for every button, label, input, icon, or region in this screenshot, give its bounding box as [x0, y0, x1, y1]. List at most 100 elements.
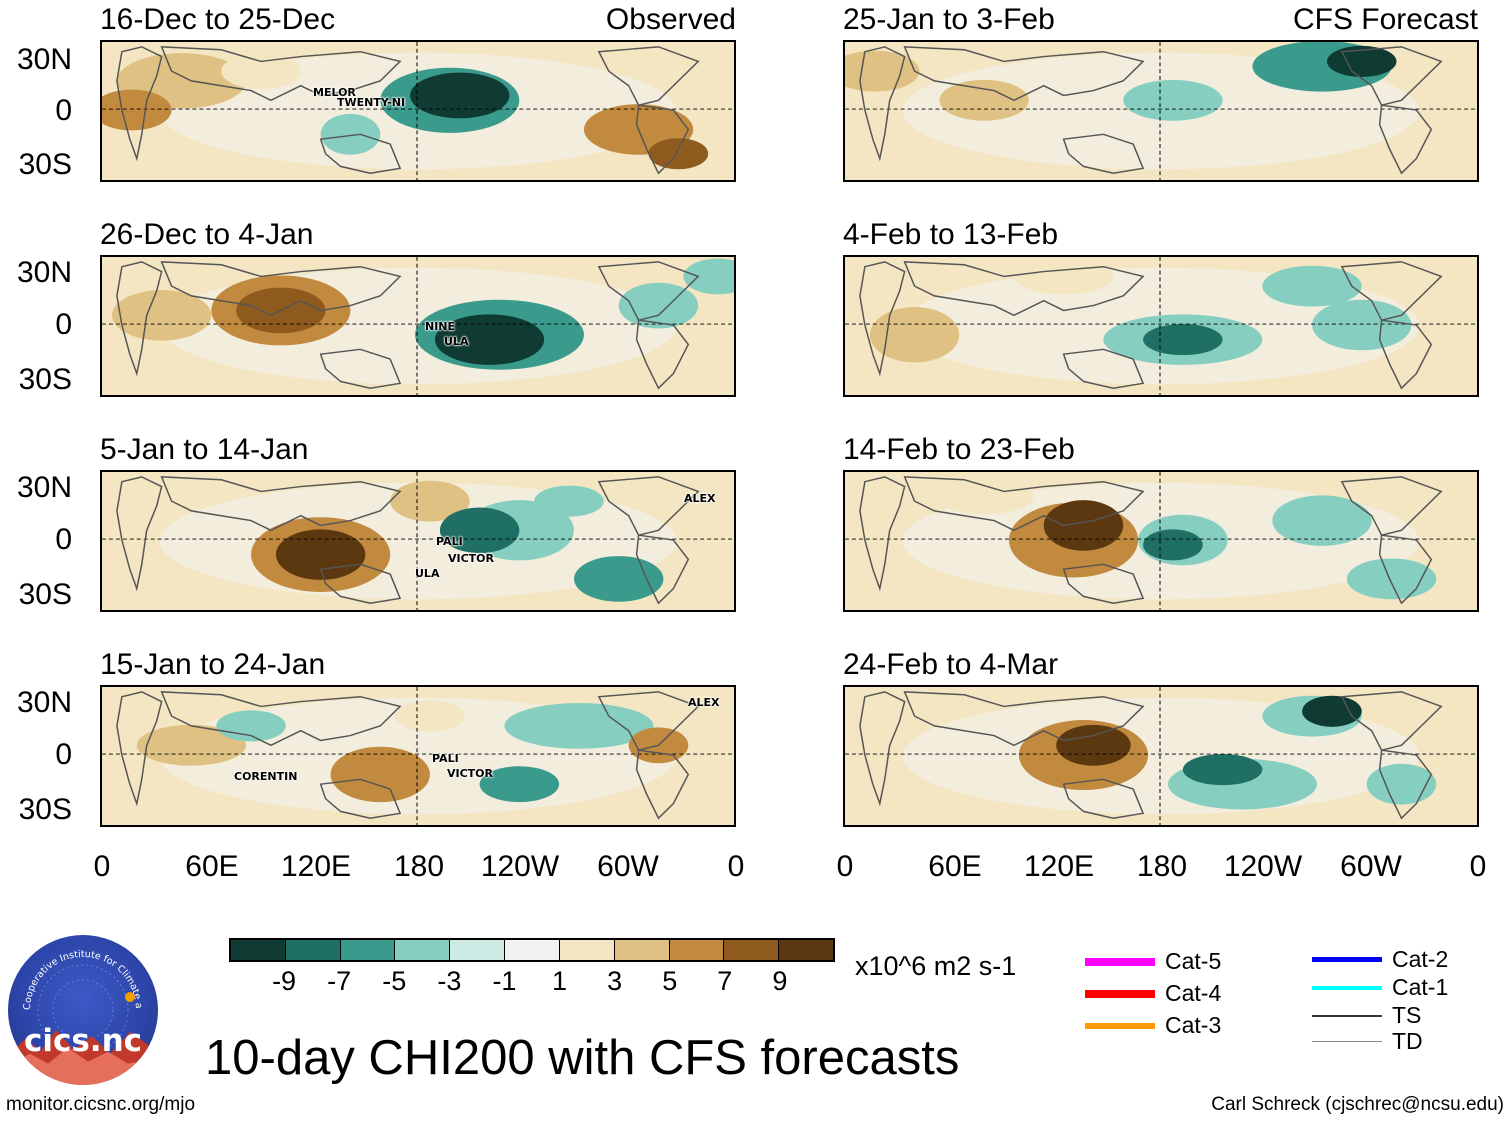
- xtick-60w: 60W: [597, 850, 659, 883]
- map-panel-2: [100, 255, 736, 397]
- coastline: [1340, 476, 1443, 537]
- anomaly-contour: [275, 529, 366, 580]
- storm-label: VICTOR: [447, 767, 494, 780]
- coastline: [1378, 749, 1433, 820]
- anomaly-contour: [1043, 500, 1124, 551]
- coastline: [1062, 563, 1145, 604]
- xtick-60e: 60E: [928, 850, 982, 883]
- colorbar-tick: 7: [717, 966, 733, 996]
- logo-text: cics.nc: [23, 1023, 143, 1059]
- anomaly-contour: [683, 258, 734, 295]
- legend-line: [1085, 1022, 1155, 1029]
- coastline: [859, 691, 906, 807]
- storm-label: ALEX: [688, 696, 720, 709]
- coastline: [319, 563, 402, 604]
- logo-ring-text: Cooperative Institute for Climate and Sa…: [8, 935, 144, 1010]
- anomaly-contour: [111, 290, 212, 341]
- legend-line: [1085, 957, 1155, 966]
- coastline: [116, 691, 163, 807]
- legend-label: Cat-3: [1165, 1012, 1222, 1038]
- colorbar-cell: [340, 940, 396, 960]
- legend-label: Cat-5: [1165, 948, 1222, 974]
- coastline: [903, 261, 1145, 317]
- xtick-60e: 60E: [185, 850, 239, 883]
- svg-text:Cooperative Institute for Clim: Cooperative Institute for Climate and Sa…: [8, 935, 144, 1010]
- ytick-30s-2: 30S: [18, 363, 72, 396]
- map-panel-8: [843, 685, 1479, 827]
- map-svg: [845, 42, 1477, 180]
- anomaly-contour: [1123, 79, 1223, 121]
- anomaly-contour: [1312, 299, 1412, 351]
- xtick-180: 180: [393, 850, 445, 883]
- map-svg: [845, 687, 1477, 825]
- storm-label: VICTOR: [448, 552, 495, 565]
- coastline: [319, 348, 402, 389]
- anomaly-contour: [1326, 45, 1397, 77]
- coastline: [116, 261, 163, 377]
- coastline: [597, 476, 700, 537]
- anomaly-contour: [939, 79, 1029, 121]
- anomaly-contour: [330, 746, 430, 803]
- map-panel-7: [843, 470, 1479, 612]
- colorbar-cell: [395, 940, 451, 960]
- panel-title-8: 24-Feb to 4-Mar: [843, 648, 1059, 681]
- ytick-0-1: 0: [55, 94, 72, 127]
- map-svg: [102, 472, 734, 610]
- coastline: [1062, 348, 1145, 389]
- coastline: [903, 476, 1145, 532]
- coastline: [1378, 534, 1433, 605]
- colorbar-tick: -9: [272, 966, 297, 996]
- map-panel-1: [100, 40, 736, 182]
- xtick-120e: 120E: [280, 850, 352, 883]
- ytick-0-4: 0: [55, 738, 72, 771]
- anomaly-contour: [1056, 724, 1131, 766]
- colorbar-cell: [559, 940, 615, 960]
- coastline: [160, 261, 402, 317]
- coastline: [1378, 104, 1433, 175]
- anomaly-contour: [1182, 754, 1263, 786]
- anomaly-contour: [869, 307, 960, 363]
- xtick-0: 0: [836, 850, 854, 883]
- coastline: [635, 749, 690, 820]
- coastline: [635, 534, 690, 605]
- footer-url: monitor.cicsnc.org/mjo: [6, 1094, 196, 1115]
- storm-label: ULA: [415, 567, 440, 580]
- footer-author: Carl Schreck (cjschrec@ncsu.edu): [1211, 1094, 1504, 1115]
- anomaly-contour: [216, 710, 286, 742]
- anomaly-contour: [648, 138, 709, 170]
- xtick-0-end: 0: [1469, 850, 1487, 883]
- anomaly-contour: [534, 485, 604, 517]
- legend-line: [1312, 957, 1382, 962]
- coastline: [635, 319, 690, 390]
- colorbar-tick: 5: [662, 966, 678, 996]
- map-svg: [845, 257, 1477, 395]
- colorbar-units: x10^6 m2 s-1: [855, 951, 1017, 981]
- colorbar-cell: [669, 940, 725, 960]
- storm-label: PALI: [436, 535, 463, 548]
- anomaly-contour: [1302, 695, 1362, 727]
- anomaly-contour: [1346, 558, 1437, 600]
- xtick-120w: 120W: [480, 850, 560, 883]
- storm-label: CORENTIN: [234, 770, 298, 783]
- anomaly-contour: [410, 72, 510, 119]
- panel-title-4: 15-Jan to 24-Jan: [100, 648, 326, 681]
- panel-title-3: 5-Jan to 14-Jan: [100, 433, 309, 466]
- map-panel-4: [100, 685, 736, 827]
- xtick-0-end: 0: [727, 850, 745, 883]
- colorbar-cell: [450, 940, 506, 960]
- coastline: [597, 46, 700, 107]
- anomaly-contour: [1262, 265, 1362, 307]
- xtick-180: 180: [1136, 850, 1188, 883]
- legend-label: Cat-4: [1165, 980, 1222, 1006]
- storm-label: NINE: [425, 320, 456, 333]
- legend-line: [1312, 985, 1382, 990]
- coastline: [903, 46, 1145, 102]
- colorbar-cell: [285, 940, 341, 960]
- coastline: [160, 691, 402, 747]
- anomaly-contour: [1143, 324, 1223, 356]
- coastline: [116, 46, 163, 162]
- legend-line: [1312, 1041, 1382, 1042]
- colorbar: [229, 938, 835, 962]
- panel-title-2: 26-Dec to 4-Jan: [100, 218, 314, 251]
- xtick-60w: 60W: [1340, 850, 1402, 883]
